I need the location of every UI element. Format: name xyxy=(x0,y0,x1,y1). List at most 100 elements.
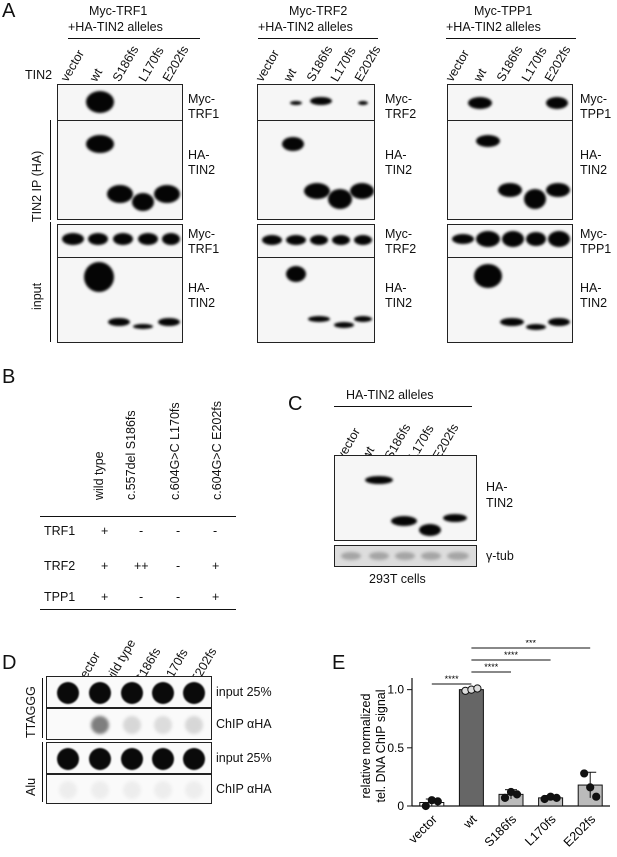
d-dot-row-4 xyxy=(46,774,212,804)
point-vector xyxy=(433,797,442,806)
d-dot-row-2 xyxy=(46,708,212,740)
g1-in-bottom-label-1: HA- xyxy=(188,281,210,295)
g1-ip-top-label-2: TRF1 xyxy=(188,107,220,121)
panel-e-letter: E xyxy=(332,652,346,674)
d-probe-alu: Alu xyxy=(24,777,38,796)
d-row-label-1: input 25% xyxy=(216,685,272,699)
group1-title: Myc-TRF1 xyxy=(89,4,148,18)
d-probe-telomere-bracket xyxy=(42,678,43,738)
g2-in-top-label-1: Myc- xyxy=(385,227,413,241)
c-tub-blot xyxy=(334,545,477,567)
c-loading-label: γ-tub xyxy=(486,549,514,563)
significance-label: **** xyxy=(484,662,499,672)
g3-ip-ha-blot xyxy=(447,120,573,220)
point-wt xyxy=(473,684,482,693)
g1-ip-bottom-label-2: TIN2 xyxy=(188,163,216,177)
table-row-trf1-name: TRF1 xyxy=(44,524,76,538)
table-header-rule xyxy=(40,516,236,517)
g2-lane-wt: wt xyxy=(280,66,300,84)
x-tick-label-S186fs: S186fs xyxy=(482,812,519,849)
table-cell: + xyxy=(212,559,220,573)
point-E202fs xyxy=(592,792,601,801)
group2-subtitle: +HA-TIN2 alleles xyxy=(258,20,353,34)
x-tick-label-wt: wt xyxy=(460,812,480,832)
table-cell: + xyxy=(101,559,109,573)
g2-ip-myc-blot xyxy=(257,84,375,121)
g2-ip-ha-blot xyxy=(257,120,375,220)
c-ha-blot xyxy=(334,455,477,541)
x-tick-label-E202fs: E202fs xyxy=(561,812,598,849)
g1-in-myc-blot xyxy=(57,224,183,258)
g1-in-ha-blot xyxy=(57,257,183,343)
g3-lane-wt: wt xyxy=(470,66,490,84)
table-col-e202fs: c.604G>C E202fs xyxy=(210,400,224,500)
point-E202fs xyxy=(580,769,589,778)
table-row-tpp1-name: TPP1 xyxy=(44,590,76,604)
table-col-l170fs: c.604G>C L170fs xyxy=(168,402,182,500)
g1-in-top-label-1: Myc- xyxy=(188,227,216,241)
g2-in-myc-blot xyxy=(257,224,375,258)
ip-side-bracket xyxy=(50,120,51,220)
significance-label: *** xyxy=(526,640,537,648)
y-tick-label: 0.5 xyxy=(387,741,404,755)
table-cell: - xyxy=(213,524,218,538)
g2-in-top-label-2: TRF2 xyxy=(385,242,417,256)
group2-title-rule xyxy=(258,38,378,39)
group3-title-rule xyxy=(446,38,576,39)
bar-wt xyxy=(458,689,484,807)
g1-in-top-label-2: TRF1 xyxy=(188,242,220,256)
ip-side-label: TIN2 IP (HA) xyxy=(30,150,44,222)
panel-c-title-rule xyxy=(334,406,472,407)
table-cell: + xyxy=(212,590,220,604)
table-cell: - xyxy=(139,590,144,604)
panel-c-title: HA-TIN2 alleles xyxy=(346,388,434,402)
panel-b-letter: B xyxy=(2,366,16,388)
g1-ip-top-label-1: Myc- xyxy=(188,92,216,106)
table-bottom-rule xyxy=(40,609,236,610)
g3-in-myc-blot xyxy=(447,224,573,258)
input-side-label: input xyxy=(30,282,44,310)
g3-in-top-label-1: Myc- xyxy=(580,227,608,241)
x-tick-label-vector: vector xyxy=(406,812,440,846)
y-tick-label: 1.0 xyxy=(387,683,404,697)
point-E202fs xyxy=(586,783,595,792)
panel-c-letter: C xyxy=(288,393,303,415)
d-row-label-3: input 25% xyxy=(216,751,272,765)
g2-in-bottom-label-2: TIN2 xyxy=(385,296,413,310)
g2-lane-vector: vector xyxy=(252,47,283,84)
g3-ip-myc-blot xyxy=(447,84,573,121)
table-cell: - xyxy=(139,524,144,538)
g2-ip-bottom-label-1: HA- xyxy=(385,148,407,162)
g2-ip-top-label-2: TRF2 xyxy=(385,107,417,121)
x-tick-label-L170fs: L170fs xyxy=(522,812,558,848)
point-L170fs xyxy=(552,793,561,802)
y-axis-label-line1: relative normalized xyxy=(359,694,373,799)
g2-ip-top-label-1: Myc- xyxy=(385,92,413,106)
group1-title-rule xyxy=(68,38,200,39)
table-cell: + xyxy=(101,524,109,538)
c-blot-label-1: HA- xyxy=(486,480,508,494)
g2-in-ha-blot xyxy=(257,257,375,343)
g1-ip-myc-blot xyxy=(57,84,183,121)
g1-lane-vector: vector xyxy=(57,47,88,84)
point-vector xyxy=(421,801,430,811)
d-probe-alu-bracket xyxy=(42,742,43,802)
group1-subtitle: +HA-TIN2 alleles xyxy=(68,20,163,34)
g3-in-bottom-label-2: TIN2 xyxy=(580,296,608,310)
d-probe-telomere: TTAGGG xyxy=(24,686,38,738)
d-dot-row-1 xyxy=(46,676,212,708)
g3-in-ha-blot xyxy=(447,257,573,343)
table-cell: - xyxy=(176,559,181,573)
g1-ip-bottom-label-1: HA- xyxy=(188,148,210,162)
table-col-wildtype: wild type xyxy=(92,451,106,500)
group3-subtitle: +HA-TIN2 alleles xyxy=(446,20,541,34)
g3-lane-vector: vector xyxy=(442,47,473,84)
panel-d-letter: D xyxy=(2,652,17,674)
d-row-label-4: ChIP αHA xyxy=(216,782,272,796)
tin2-label: TIN2 xyxy=(25,68,53,82)
table-col-s186fs: c.557del S186fs xyxy=(124,410,138,500)
point-S186fs xyxy=(512,790,522,799)
significance-label: **** xyxy=(504,650,519,660)
g2-in-bottom-label-1: HA- xyxy=(385,281,407,295)
g3-ip-top-label-2: TPP1 xyxy=(580,107,612,121)
